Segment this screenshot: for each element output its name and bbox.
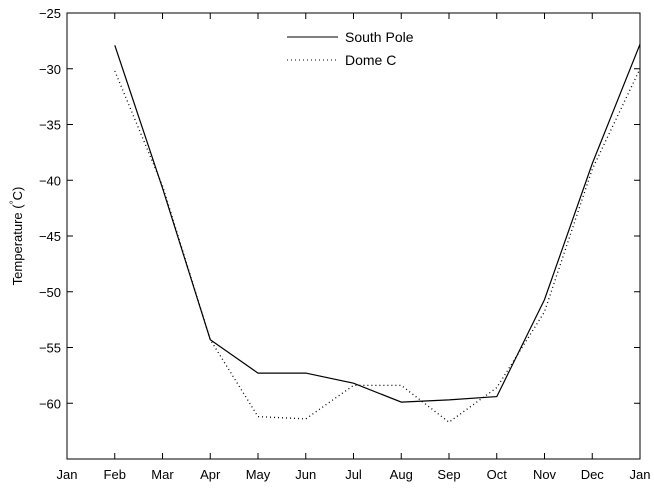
y-tick-label: −55 (39, 341, 61, 356)
x-tick-label: Oct (487, 467, 508, 482)
legend-label-south-pole: South Pole (345, 29, 414, 45)
x-tick-label: Aug (390, 467, 413, 482)
y-tick-label: −60 (39, 396, 61, 411)
svg-text:Temperature (°C): Temperature (°C) (9, 187, 25, 286)
y-tick-label: −35 (39, 118, 61, 133)
series-lines (114, 43, 641, 424)
legend: South Pole Dome C (287, 29, 414, 68)
x-tick-label: Feb (104, 467, 126, 482)
x-tick-label: Sep (437, 467, 460, 482)
x-tick-label: Dec (581, 467, 605, 482)
y-tick-label: −50 (39, 285, 61, 300)
x-tick-label: May (246, 467, 271, 482)
x-tick-label: Jun (295, 467, 316, 482)
plot-area (66, 12, 641, 460)
y-axis-title-unit: C) (10, 187, 25, 201)
x-tick-labels: Jan Feb Mar Apr May Jun Jul Aug Sep Oct Nov Dec Jan (57, 467, 651, 482)
tick-marks (66, 12, 641, 459)
x-tick-label: Jul (345, 467, 362, 482)
y-tick-label: −40 (39, 173, 61, 188)
x-tick-label: Mar (151, 467, 174, 482)
y-tick-label: −45 (39, 229, 61, 244)
legend-label-dome-c: Dome C (345, 52, 396, 68)
x-tick-label: Apr (200, 467, 221, 482)
y-tick-label: −25 (39, 6, 61, 21)
x-tick-label: Jan (630, 467, 651, 482)
y-axis-title-degree: ° (9, 200, 20, 204)
x-tick-label: Jan (57, 467, 78, 482)
series-line-south-pole (114, 43, 641, 403)
y-axis-title: Temperature (°C) (9, 187, 25, 286)
y-tick-label: −30 (39, 62, 61, 77)
x-tick-label: Nov (533, 467, 557, 482)
y-axis-title-main: Temperature ( (10, 204, 25, 286)
y-tick-labels: −25 −30 −35 −40 −45 −50 −55 −60 (39, 6, 61, 411)
